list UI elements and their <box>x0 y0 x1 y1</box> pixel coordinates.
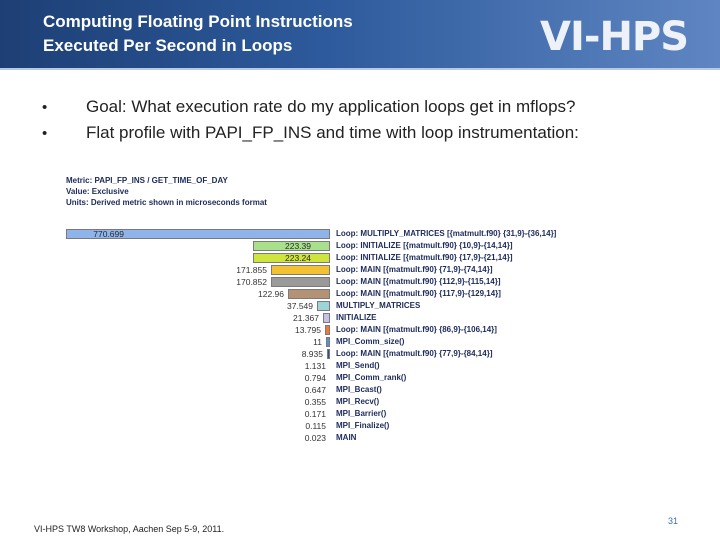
profile-metric: Metric: PAPI_FP_INS / GET_TIME_OF_DAY <box>66 176 228 185</box>
profile-value: 0.023 <box>304 433 326 443</box>
profile-value: 0.355 <box>304 397 326 407</box>
profile-value: 13.795 <box>295 325 321 335</box>
profile-bar <box>253 253 330 263</box>
profile-value: 223.39 <box>285 241 311 251</box>
profile-value: 0.171 <box>304 409 326 419</box>
profile-label: MPI_Finalize() <box>336 421 390 430</box>
bullet-text: Flat profile with PAPI_FP_INS and time w… <box>86 123 579 142</box>
profile-value: 170.852 <box>236 277 267 287</box>
profile-row[interactable]: 37.549 MULTIPLY_MATRICES <box>66 300 536 312</box>
title-line-1: Computing Floating Point Instructions <box>43 12 353 31</box>
profile-label: Loop: MULTIPLY_MATRICES [{matmult.f90} {… <box>336 229 557 238</box>
bullet-symbol: • <box>42 124 48 142</box>
profile-row[interactable]: 170.852 Loop: MAIN [{matmult.f90} {112,9}… <box>66 276 536 288</box>
profile-value: 0.115 <box>305 421 326 431</box>
profile-label: MPI_Bcast() <box>336 385 382 394</box>
profile-label: Loop: INITIALIZE [{matmult.f90} {10,9}-{… <box>336 241 513 250</box>
profile-row[interactable]: 11 MPI_Comm_size() <box>66 336 536 348</box>
bullet-item: • Goal: What execution rate do my applic… <box>42 94 702 120</box>
profile-row[interactable]: 0.171 MPI_Barrier() <box>66 408 536 420</box>
logo-text: VI-HPS <box>540 14 688 60</box>
profile-row[interactable]: 21.367 INITIALIZE <box>66 312 536 324</box>
profile-value: 1.131 <box>304 361 326 371</box>
profile-row[interactable]: 0.355 MPI_Recv() <box>66 396 536 408</box>
profile-row[interactable]: 0.647 MPI_Bcast() <box>66 384 536 396</box>
profile-label: Loop: MAIN [{matmult.f90} {86,9}-{106,14… <box>336 325 497 334</box>
profile-bar <box>288 289 330 299</box>
slide-header: Computing Floating Point Instructions Ex… <box>0 0 720 70</box>
profile-row[interactable]: 223.39 Loop: INITIALIZE [{matmult.f90} {1… <box>66 240 536 252</box>
profile-row[interactable]: 223.24 Loop: INITIALIZE [{matmult.f90} {1… <box>66 252 536 264</box>
profile-row[interactable]: 13.795 Loop: MAIN [{matmult.f90} {86,9}-{… <box>66 324 536 336</box>
profile-label: Loop: MAIN [{matmult.f90} {71,9}-{74,14}… <box>336 265 493 274</box>
profile-row[interactable]: 8.935 Loop: MAIN [{matmult.f90} {77,9}-{8… <box>66 348 536 360</box>
profile-value: 21.367 <box>293 313 319 323</box>
title-line-2: Executed Per Second in Loops <box>43 36 293 55</box>
profile-row[interactable]: 0.023 MAIN <box>66 432 536 444</box>
profile-row[interactable]: 0.115 MPI_Finalize() <box>66 420 536 432</box>
profile-value: 11 <box>313 337 322 347</box>
bullet-list: • Goal: What execution rate do my applic… <box>42 94 702 146</box>
profile-value: 0.794 <box>304 373 326 383</box>
profile-label: MPI_Recv() <box>336 397 380 406</box>
profile-label: MPI_Send() <box>336 361 380 370</box>
flat-profile-screenshot: Metric: PAPI_FP_INS / GET_TIME_OF_DAY Va… <box>66 175 556 445</box>
profile-bar <box>326 337 330 347</box>
profile-bar <box>271 277 330 287</box>
slide-number: 31 <box>667 516 678 526</box>
profile-rows: 770.699 Loop: MULTIPLY_MATRICES [{matmult… <box>66 228 556 444</box>
profile-label: MPI_Comm_size() <box>336 337 405 346</box>
profile-bar <box>325 325 330 335</box>
profile-label: MAIN <box>336 433 357 442</box>
profile-value: 122.96 <box>258 289 284 299</box>
profile-value: 37.549 <box>287 301 313 311</box>
profile-row[interactable]: 0.794 MPI_Comm_rank() <box>66 372 536 384</box>
profile-row[interactable]: 122.96 Loop: MAIN [{matmult.f90} {117,9}-… <box>66 288 536 300</box>
profile-value: 0.647 <box>304 385 326 395</box>
bullet-text: Goal: What execution rate do my applicat… <box>86 97 576 116</box>
profile-units: Units: Derived metric shown in microseco… <box>66 198 267 207</box>
profile-value: 171.855 <box>236 265 267 275</box>
profile-label: MPI_Barrier() <box>336 409 387 418</box>
profile-label: Loop: MAIN [{matmult.f90} {117,9}-{129,1… <box>336 289 501 298</box>
vi-hps-logo: VI-HPS <box>540 14 688 60</box>
profile-bar <box>253 241 330 251</box>
footer-text: VI-HPS TW8 Workshop, Aachen Sep 5-9, 201… <box>34 524 225 534</box>
profile-label: Loop: INITIALIZE [{matmult.f90} {17,9}-{… <box>336 253 513 262</box>
profile-label: INITIALIZE <box>336 313 377 322</box>
profile-bar <box>327 349 330 359</box>
profile-row[interactable]: 770.699 Loop: MULTIPLY_MATRICES [{matmult… <box>66 228 556 240</box>
slide-title: Computing Floating Point Instructions Ex… <box>43 10 503 58</box>
profile-label: Loop: MAIN [{matmult.f90} {112,9}-{115,1… <box>336 277 501 286</box>
bullet-symbol: • <box>42 98 48 116</box>
profile-label: MPI_Comm_rank() <box>336 373 407 382</box>
profile-label: Loop: MAIN [{matmult.f90} {77,9}-{84,14}… <box>336 349 493 358</box>
profile-row[interactable]: 171.855 Loop: MAIN [{matmult.f90} {71,9}-… <box>66 264 536 276</box>
profile-value: 223.24 <box>285 253 311 263</box>
profile-bar <box>66 229 330 239</box>
bullet-item: • Flat profile with PAPI_FP_INS and time… <box>42 120 702 146</box>
profile-bar <box>317 301 330 311</box>
profile-value: 8.935 <box>301 349 323 359</box>
profile-row[interactable]: 1.131 MPI_Send() <box>66 360 536 372</box>
profile-label: MULTIPLY_MATRICES <box>336 301 421 310</box>
profile-value-type: Value: Exclusive <box>66 187 129 196</box>
profile-bar <box>323 313 330 323</box>
profile-bar <box>271 265 330 275</box>
profile-value: 770.699 <box>93 229 124 239</box>
